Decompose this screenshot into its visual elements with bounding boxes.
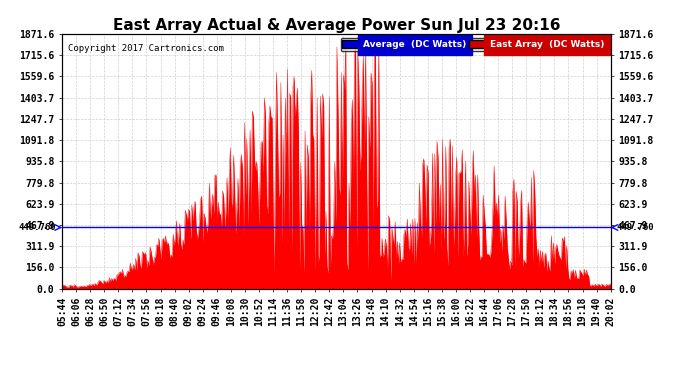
Text: 449.760: 449.760	[616, 223, 653, 232]
Text: Copyright 2017 Cartronics.com: Copyright 2017 Cartronics.com	[68, 44, 224, 53]
Title: East Array Actual & Average Power Sun Jul 23 20:16: East Array Actual & Average Power Sun Ju…	[112, 18, 560, 33]
Text: 449.760: 449.760	[19, 223, 57, 232]
Legend: Average  (DC Watts), East Array  (DC Watts): Average (DC Watts), East Array (DC Watts…	[341, 38, 606, 51]
